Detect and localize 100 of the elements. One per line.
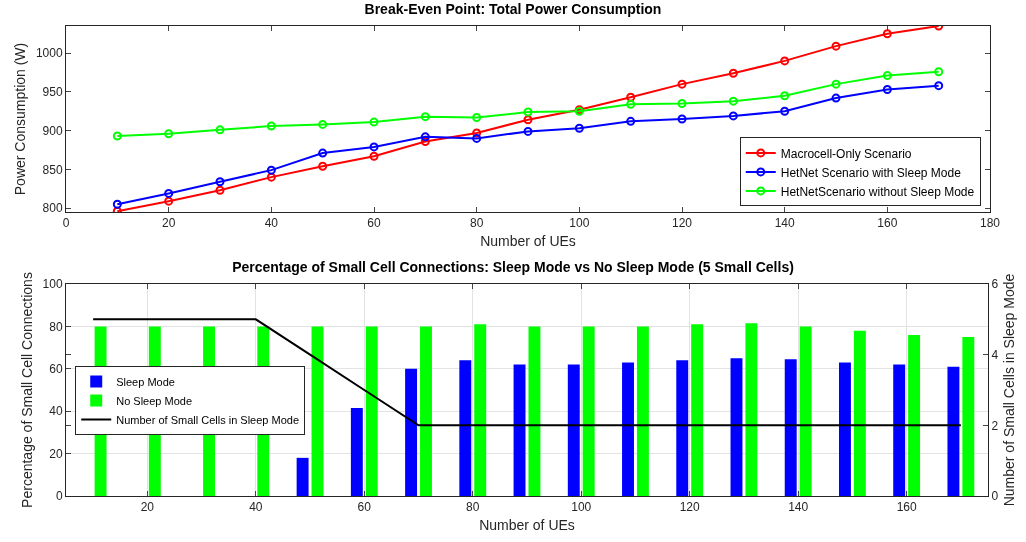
bar [567,364,580,496]
legend-label: HetNet Scenario with Sleep Mode [780,165,962,180]
x-tick-label: 120 [679,500,701,515]
bar [405,368,418,496]
bar [636,326,649,496]
x-tick-label: 120 [671,216,693,231]
legend-label: Sleep Mode [116,375,175,388]
point [472,133,482,143]
point [472,128,482,138]
legend-label: Macrocell-Only Scenario [780,146,912,161]
point [215,185,225,195]
y-tick-label: 850 [42,162,63,177]
point [112,199,122,209]
y-axis-title: Power Consumption (W) [12,42,29,196]
y-tick-label: 80 [49,319,63,334]
x-tick-label: 180 [979,216,1001,231]
point [112,131,122,141]
x-tick-label: 40 [264,216,279,231]
point [164,129,174,139]
x-tick-label: 100 [569,216,590,231]
point [266,172,276,182]
x-tick-label: 160 [896,500,917,515]
y-tick-label: 1000 [35,46,63,61]
bar [459,360,472,496]
x-axis-title: Number of UEs [480,232,576,249]
y-tick-label: 800 [42,201,63,216]
legend-label: HetNetScenario without Sleep Mode [780,184,975,199]
bar [513,364,526,496]
point [882,85,892,95]
point [677,79,687,89]
bar [676,360,689,496]
point [934,81,944,91]
x-tick-label: 80 [466,500,480,515]
point [472,112,482,122]
y2-tick-label: 4 [991,347,999,362]
x-tick-label: 40 [249,500,263,515]
bar [799,326,812,496]
point [369,151,379,161]
bar [474,324,487,496]
point [318,148,328,158]
x-tick-label: 80 [469,216,484,231]
point [420,112,430,122]
bar [853,330,866,496]
point [728,96,738,106]
y-tick-label: 60 [49,362,63,376]
bar [908,334,921,496]
point [677,114,687,124]
bar [311,326,324,496]
chart-title: Percentage of Small Cell Connections: Sleep Mode vs No Sleep Mode (5 Small Cells) [232,259,794,276]
point [266,165,276,175]
y2-tick-label: 6 [991,277,999,292]
bar [947,366,960,496]
point [318,119,328,129]
y2-tick-label: 0 [991,489,999,504]
bar [691,324,704,496]
point [934,67,944,77]
bar [420,326,432,496]
point [831,93,841,103]
bar [622,362,634,496]
point [215,125,225,135]
point [780,56,790,66]
point [369,117,379,127]
bar [365,326,378,496]
bar [582,326,595,496]
x-tick-label: 140 [774,216,795,231]
point [626,116,636,126]
bar [745,323,758,496]
point [318,161,328,171]
point [882,71,892,81]
line-series [92,318,962,427]
point [164,188,174,198]
point [780,106,790,116]
bar [296,457,309,496]
y2-axis-title: Number of Small Cells in Sleep Mode [1000,273,1017,507]
legend-label: No Sleep Mode [116,394,193,407]
y-axis-title: Percentage of Small Cell Connections [19,272,36,508]
point [164,196,174,206]
x-tick-label: 140 [788,500,809,515]
bar [528,326,541,496]
point [626,92,636,102]
point [831,79,841,89]
y-tick-label: 950 [42,85,63,100]
chart-title: Break-Even Point: Total Power Consumption [364,0,662,17]
point [369,142,379,152]
bar [730,358,743,496]
x-tick-label: 100 [571,500,592,515]
legend-label: Number of Small Cells in Sleep Mode [116,413,300,426]
point [626,99,636,109]
bar [838,362,851,496]
x-tick-label: 20 [161,216,176,231]
point [523,126,533,136]
y-tick-label: 900 [42,123,63,138]
x-tick-label: 160 [877,216,898,231]
point [728,111,738,121]
x-tick-label: 60 [357,500,372,515]
x-axis-title: Number of UEs [479,516,575,533]
y-tick-label: 100 [42,277,63,292]
bar [893,364,906,496]
point [728,68,738,78]
bar [784,359,797,496]
